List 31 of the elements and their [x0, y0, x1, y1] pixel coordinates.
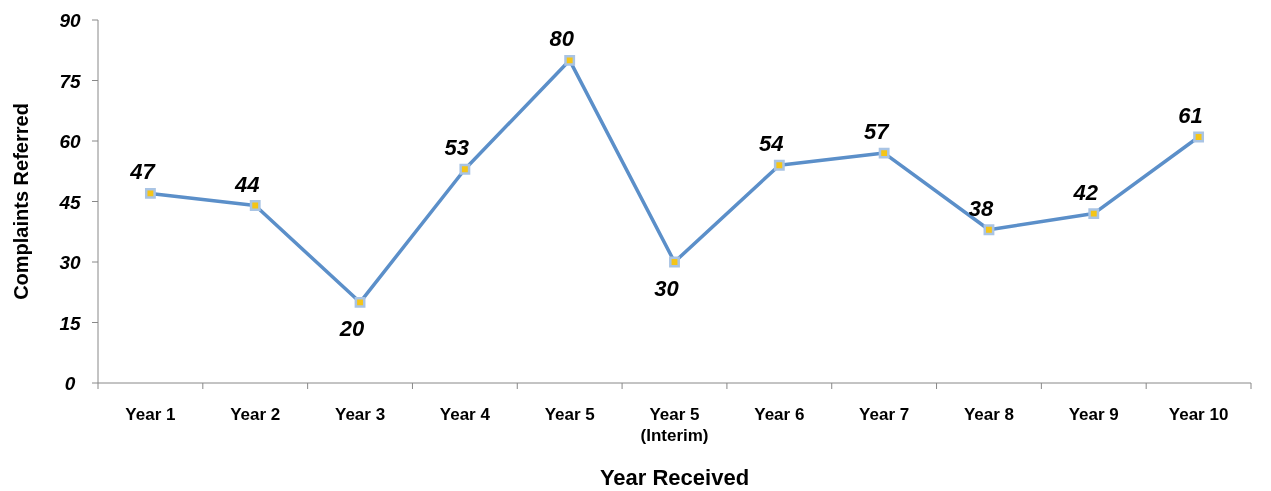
x-tick-label: Year 2: [230, 405, 281, 424]
y-tick-label: 15: [59, 312, 81, 334]
data-label: 80: [549, 26, 575, 52]
y-tick-label: 90: [59, 10, 81, 31]
y-tick-label: 75: [59, 70, 81, 92]
data-label: 30: [654, 276, 680, 301]
y-tick-label: 30: [59, 252, 81, 273]
data-label: 47: [129, 159, 157, 185]
x-tick-label: Year 4: [439, 405, 491, 424]
data-label: 38: [968, 195, 994, 221]
x-axis-title: Year Received: [599, 465, 750, 490]
x-tick-label: Year 10: [1168, 405, 1229, 424]
x-tick-label: Year 5 (Interim): [640, 405, 709, 445]
x-tick-label: Year 8: [963, 405, 1015, 424]
x-tick-label: Year 9: [1068, 405, 1119, 424]
x-tick-label: Year 7: [859, 405, 910, 424]
x-tick-label: Year 5: [544, 405, 595, 424]
data-label: 57: [863, 119, 891, 145]
data-label: 42: [1072, 179, 1099, 205]
data-label: 54: [759, 131, 784, 157]
x-tick-label: Year 3: [334, 405, 386, 424]
data-label: 53: [444, 135, 470, 161]
x-tick-label: Year 6: [754, 405, 805, 424]
data-label: 44: [233, 171, 260, 197]
y-tick-label: 45: [58, 191, 81, 213]
y-tick-label: 60: [59, 131, 81, 152]
y-tick-label: 0: [64, 373, 76, 394]
y-axis-title: Complaints Referred: [10, 103, 32, 300]
data-label: 61: [1178, 102, 1203, 128]
x-tick-label: Year 1: [125, 405, 176, 424]
data-label: 20: [338, 316, 366, 342]
